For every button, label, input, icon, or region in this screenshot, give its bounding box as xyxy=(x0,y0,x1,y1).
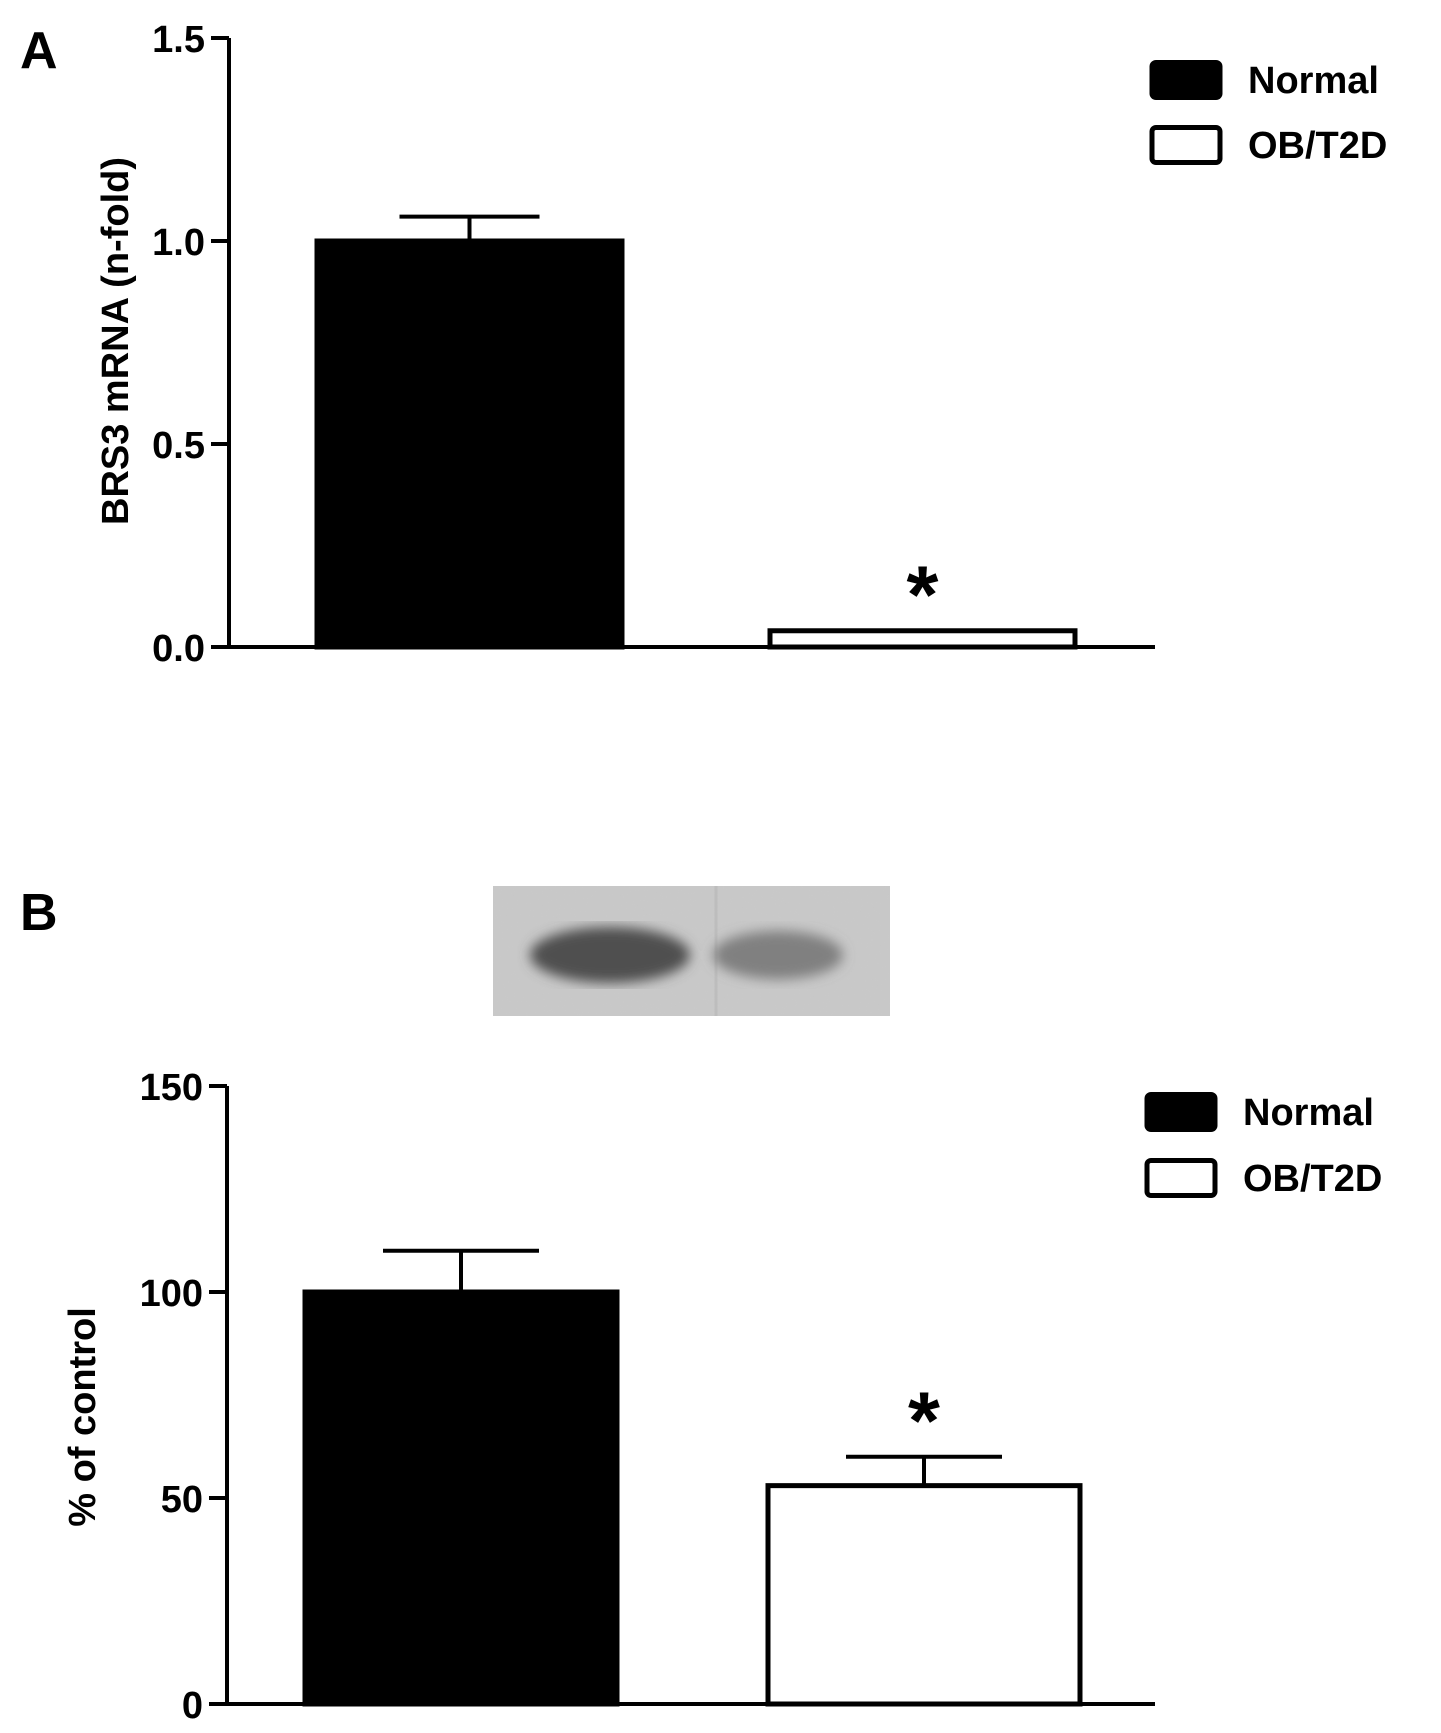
bar-ob-t2d xyxy=(765,1483,1083,1707)
y-tick-label: 1.5 xyxy=(152,19,205,61)
significance-marker: * xyxy=(907,550,939,641)
y-tick-label: 150 xyxy=(140,1067,203,1109)
y-tick-label: 1.0 xyxy=(152,222,205,264)
legend-swatch xyxy=(1149,125,1223,165)
significance-marker: * xyxy=(908,1376,940,1467)
legend-label: Normal xyxy=(1248,60,1379,102)
y-tick-label: 100 xyxy=(140,1273,203,1315)
legend-swatch xyxy=(1144,1158,1218,1198)
y-tick-label: 0 xyxy=(182,1685,203,1727)
panel-label: B xyxy=(20,884,58,942)
panel-a-chart: A BRS3 mRNA (n-fold) 0.0 0.5 1.0 1.5 * Norm… xyxy=(20,19,1387,670)
y-axis-label: BRS3 mRNA (n-fold) xyxy=(95,157,137,525)
y-tick-label: 0.5 xyxy=(152,425,205,467)
legend-label: OB/T2D xyxy=(1243,1158,1382,1200)
legend-swatch xyxy=(1144,1092,1218,1132)
legend-label: Normal xyxy=(1243,1092,1374,1134)
y-tick-label: 50 xyxy=(161,1479,203,1521)
blot-band xyxy=(713,930,843,980)
y-tick-label: 0.0 xyxy=(152,628,205,670)
western-blot-image xyxy=(493,886,890,1016)
bar-normal xyxy=(302,1289,620,1707)
blot-band xyxy=(530,927,690,983)
legend: Normal OB/T2D xyxy=(1149,60,1387,167)
legend-swatch xyxy=(1149,60,1223,100)
legend: Normal OB/T2D xyxy=(1144,1092,1382,1200)
y-axis-label: % of control xyxy=(62,1307,104,1527)
legend-label: OB/T2D xyxy=(1248,125,1387,167)
bar-normal xyxy=(314,238,625,650)
panel-b-chart: B % of control 0 50 100 150 * Normal OB/T2D xyxy=(20,884,1382,1727)
bar-ob-t2d xyxy=(767,628,1078,650)
panel-label: A xyxy=(20,22,58,80)
